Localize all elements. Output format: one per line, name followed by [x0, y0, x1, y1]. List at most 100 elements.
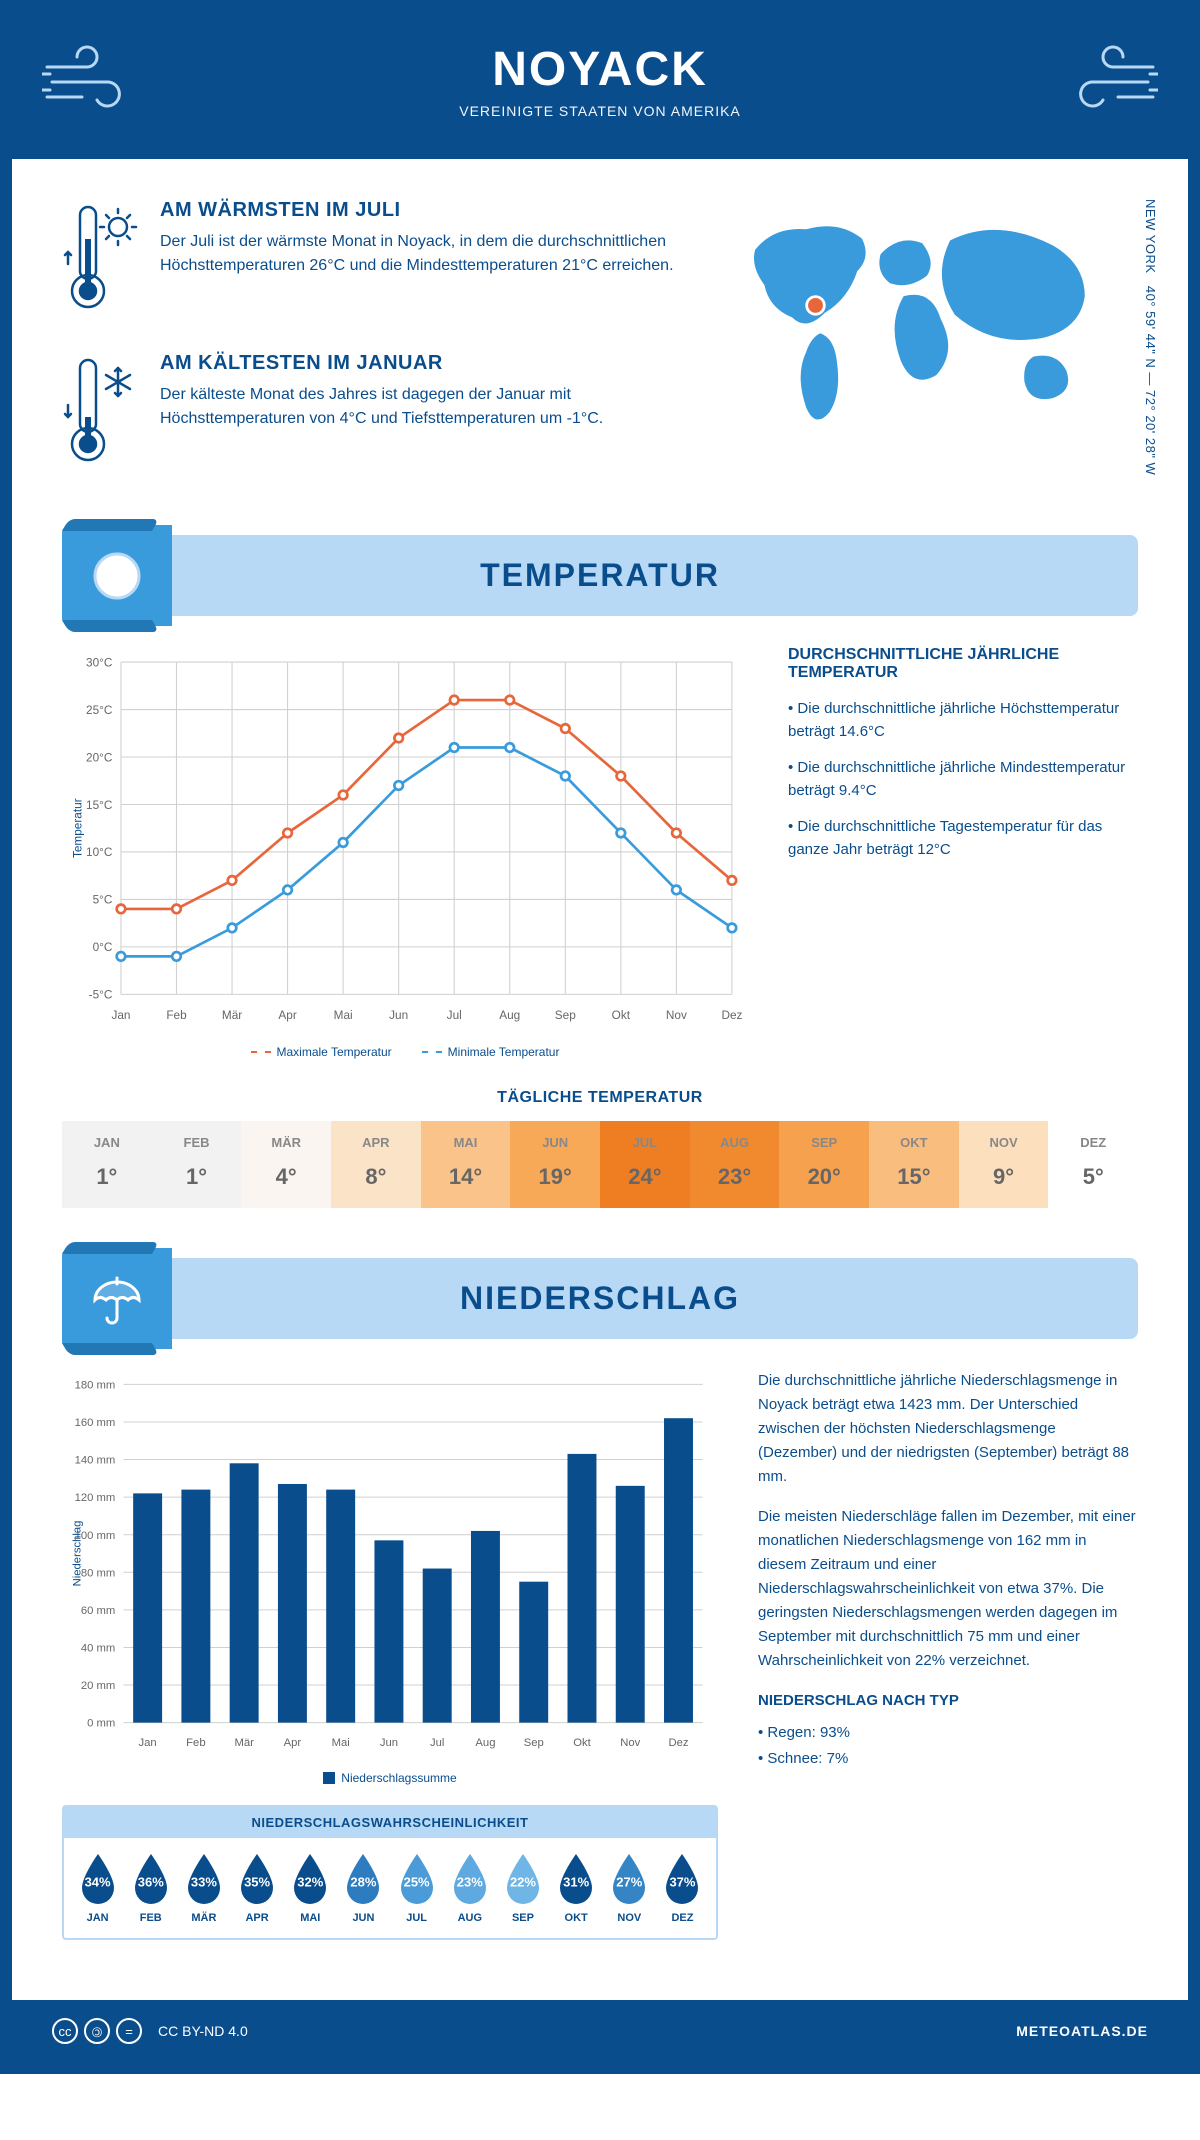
daily-cell: SEP20°	[779, 1121, 869, 1208]
svg-text:Jan: Jan	[139, 1737, 157, 1749]
location-subtitle: VEREINIGTE STAATEN VON AMERIKA	[12, 103, 1188, 119]
svg-text:Okt: Okt	[573, 1737, 591, 1749]
svg-text:120 mm: 120 mm	[75, 1492, 116, 1504]
probability-cell: 34%JAN	[72, 1852, 123, 1924]
precipitation-summary: Die durchschnittliche jährliche Niedersc…	[758, 1369, 1138, 1941]
svg-text:Jun: Jun	[380, 1737, 398, 1749]
daily-temp-title: TÄGLICHE TEMPERATUR	[62, 1089, 1138, 1107]
warmest-block: AM WÄRMSTEN IM JULI Der Juli ist der wär…	[62, 199, 678, 324]
svg-text:0 mm: 0 mm	[87, 1718, 115, 1730]
warmest-title: AM WÄRMSTEN IM JULI	[160, 199, 678, 222]
probability-cell: 23%AUG	[444, 1852, 495, 1924]
world-map: NEW YORK 40° 59' 44" N — 72° 20' 28" W	[718, 199, 1138, 505]
svg-text:Apr: Apr	[278, 1009, 296, 1022]
probability-cell: 28%JUN	[338, 1852, 389, 1924]
svg-text:20°C: 20°C	[86, 751, 113, 764]
thermometer-cold-icon	[62, 352, 142, 477]
svg-text:Jun: Jun	[389, 1009, 408, 1022]
daily-cell: FEB1°	[152, 1121, 242, 1208]
temperature-summary: DURCHSCHNITTLICHE JÄHRLICHE TEMPERATUR •…	[788, 646, 1138, 1059]
footer: cc🄯= CC BY-ND 4.0 METEOATLAS.DE	[12, 2000, 1188, 2062]
daily-temp-grid: JAN1°FEB1°MÄR4°APR8°MAI14°JUN19°JUL24°AU…	[62, 1121, 1138, 1208]
svg-text:Okt: Okt	[612, 1009, 631, 1022]
svg-text:Apr: Apr	[284, 1737, 302, 1749]
daily-cell: JUN19°	[510, 1121, 600, 1208]
svg-text:Nov: Nov	[620, 1737, 640, 1749]
svg-text:Sep: Sep	[524, 1737, 544, 1749]
svg-text:0°C: 0°C	[93, 941, 113, 954]
intro-row: AM WÄRMSTEN IM JULI Der Juli ist der wär…	[62, 199, 1138, 505]
svg-text:Feb: Feb	[186, 1737, 205, 1749]
svg-text:Aug: Aug	[475, 1737, 495, 1749]
header: NOYACK VEREINIGTE STAATEN VON AMERIKA	[12, 12, 1188, 159]
precipitation-heading: NIEDERSCHLAG	[62, 1280, 1138, 1317]
raindrop-icon: 25%	[395, 1852, 439, 1906]
temperature-banner: TEMPERATUR	[62, 535, 1138, 616]
probability-cell: 25%JUL	[391, 1852, 442, 1924]
svg-text:Dez: Dez	[721, 1009, 742, 1022]
daily-cell: JAN1°	[62, 1121, 152, 1208]
coldest-text: Der kälteste Monat des Jahres ist dagege…	[160, 383, 678, 431]
location-title: NOYACK	[12, 42, 1188, 97]
daily-cell: JUL24°	[600, 1121, 690, 1208]
svg-text:Mai: Mai	[332, 1737, 350, 1749]
precipitation-banner: NIEDERSCHLAG	[62, 1258, 1138, 1339]
precipitation-chart: 0 mm20 mm40 mm60 mm80 mm100 mm120 mm140 …	[62, 1369, 718, 1941]
umbrella-icon	[62, 1248, 172, 1349]
svg-text:Sep: Sep	[555, 1009, 576, 1022]
svg-text:15°C: 15°C	[86, 799, 113, 812]
precip-type-heading: NIEDERSCHLAG NACH TYP	[758, 1689, 1138, 1713]
coldest-block: AM KÄLTESTEN IM JANUAR Der kälteste Mona…	[62, 352, 678, 477]
probability-cell: 32%MAI	[285, 1852, 336, 1924]
probability-cell: 35%APR	[232, 1852, 283, 1924]
license-icons: cc🄯= CC BY-ND 4.0	[52, 2018, 248, 2044]
infographic-container: NOYACK VEREINIGTE STAATEN VON AMERIKA	[0, 0, 1200, 2074]
intro-left: AM WÄRMSTEN IM JULI Der Juli ist der wär…	[62, 199, 678, 505]
temperature-chart: -5°C0°C5°C10°C15°C20°C25°C30°CJanFebMärA…	[62, 646, 748, 1059]
svg-text:160 mm: 160 mm	[75, 1417, 116, 1429]
probability-cell: 37%DEZ	[657, 1852, 708, 1924]
svg-text:180 mm: 180 mm	[75, 1379, 116, 1391]
daily-cell: MAI14°	[421, 1121, 511, 1208]
svg-text:5°C: 5°C	[93, 894, 113, 907]
daily-cell: APR8°	[331, 1121, 421, 1208]
svg-text:40 mm: 40 mm	[81, 1642, 115, 1654]
thermometer-hot-icon	[62, 199, 142, 324]
svg-text:Temperatur: Temperatur	[71, 798, 84, 858]
raindrop-icon: 37%	[660, 1852, 704, 1906]
svg-text:Aug: Aug	[499, 1009, 520, 1022]
daily-cell: AUG23°	[690, 1121, 780, 1208]
svg-text:Feb: Feb	[166, 1009, 187, 1022]
svg-text:Mär: Mär	[234, 1737, 254, 1749]
daily-cell: OKT15°	[869, 1121, 959, 1208]
svg-text:25°C: 25°C	[86, 704, 113, 717]
raindrop-icon: 28%	[341, 1852, 385, 1906]
svg-text:Mär: Mär	[222, 1009, 242, 1022]
daily-cell: NOV9°	[959, 1121, 1049, 1208]
svg-text:140 mm: 140 mm	[75, 1455, 116, 1467]
raindrop-icon: 32%	[288, 1852, 332, 1906]
raindrop-icon: 23%	[448, 1852, 492, 1906]
sun-icon	[62, 525, 172, 626]
probability-row: 34%JAN 36%FEB 33%MÄR 35%APR 32%MAI 28%JU…	[64, 1838, 716, 1938]
probability-cell: 27%NOV	[604, 1852, 655, 1924]
raindrop-icon: 35%	[235, 1852, 279, 1906]
temperature-heading: TEMPERATUR	[62, 557, 1138, 594]
svg-text:30°C: 30°C	[86, 656, 113, 669]
probability-cell: 36%FEB	[125, 1852, 176, 1924]
raindrop-icon: 36%	[129, 1852, 173, 1906]
probability-cell: 31%OKT	[551, 1852, 602, 1924]
svg-text:Niederschlag: Niederschlag	[71, 1520, 83, 1586]
svg-text:-5°C: -5°C	[89, 989, 113, 1002]
raindrop-icon: 27%	[607, 1852, 651, 1906]
precipitation-row: 0 mm20 mm40 mm60 mm80 mm100 mm120 mm140 …	[62, 1369, 1138, 1941]
svg-text:Nov: Nov	[666, 1009, 687, 1022]
svg-text:Jul: Jul	[447, 1009, 462, 1022]
temperature-row: -5°C0°C5°C10°C15°C20°C25°C30°CJanFebMärA…	[62, 646, 1138, 1059]
probability-title: NIEDERSCHLAGSWAHRSCHEINLICHKEIT	[64, 1807, 716, 1838]
coldest-title: AM KÄLTESTEN IM JANUAR	[160, 352, 678, 375]
temp-legend: Maximale Temperatur Minimale Temperatur	[62, 1045, 748, 1059]
probability-cell: 33%MÄR	[178, 1852, 229, 1924]
raindrop-icon: 31%	[554, 1852, 598, 1906]
daily-cell: DEZ5°	[1048, 1121, 1138, 1208]
